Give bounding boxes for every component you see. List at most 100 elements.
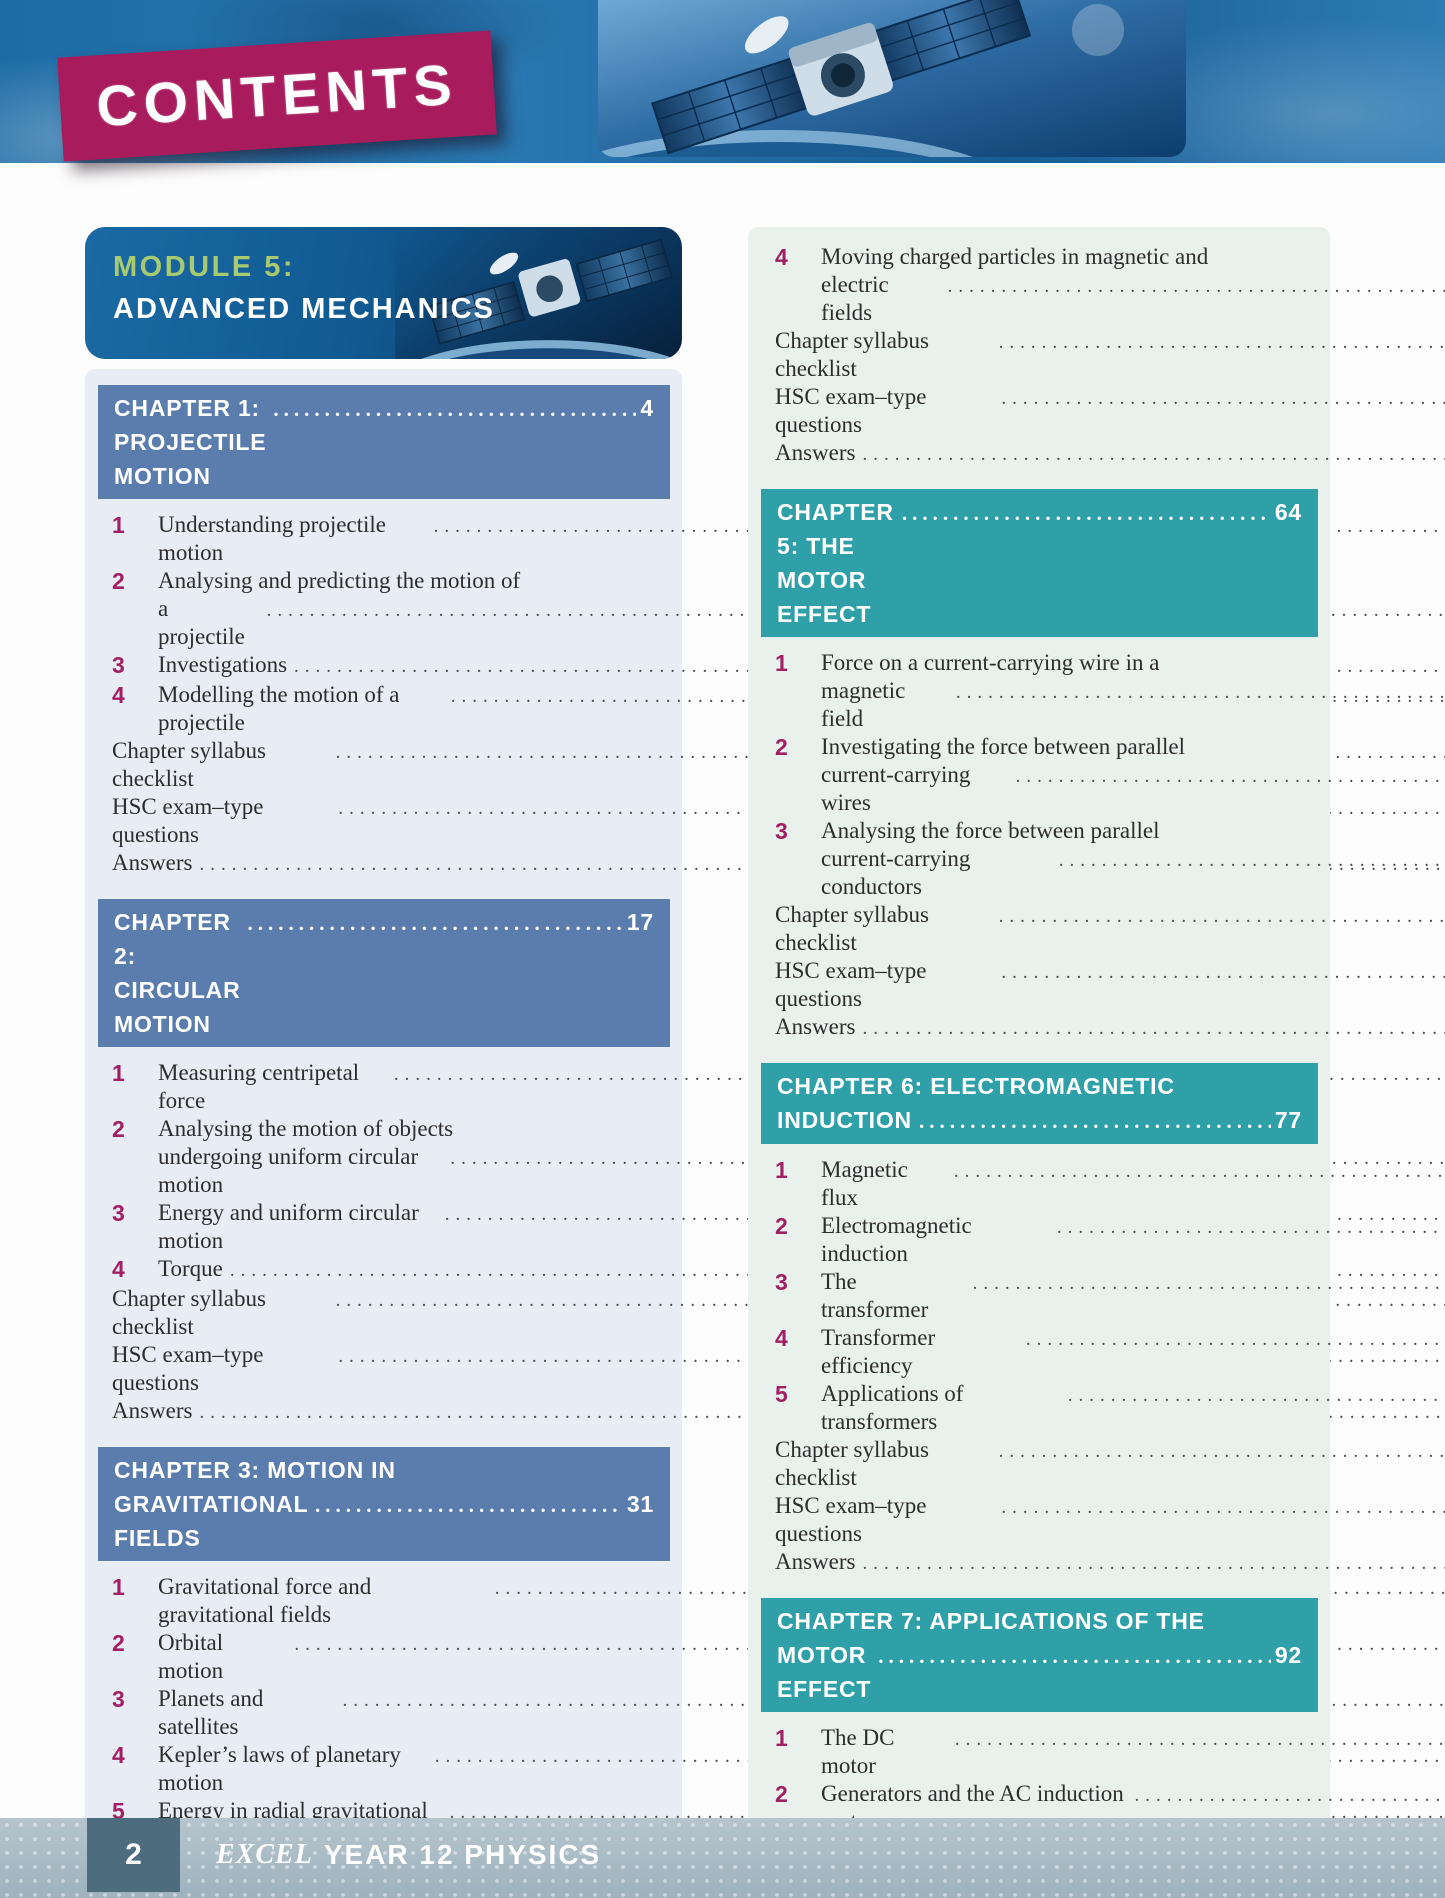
- chapter-page-number: 31: [626, 1491, 654, 1517]
- toc-item-label: Investigating the force between parallel: [821, 734, 1186, 759]
- toc-item-label: Force on a current-carrying wire in a: [821, 650, 1160, 675]
- toc-item-text: Answers62: [775, 439, 1445, 469]
- toc-item-label: Gravitational force and gravitational fi…: [158, 1574, 372, 1627]
- dot-leader: [956, 679, 1445, 707]
- toc-item-label: electric fields: [821, 272, 889, 325]
- dot-leader: [902, 496, 1271, 530]
- toc-item-label: The DC motor: [821, 1725, 895, 1778]
- chapter-title: CHAPTER 6: ELECTROMAGNETIC: [777, 1073, 1175, 1099]
- dot-leader: [1057, 1214, 1445, 1242]
- toc-item-label: Answers: [775, 440, 856, 465]
- toc-item-text: Measuring centripetal force17: [158, 1059, 1445, 1115]
- toc-item-text: Chapter syllabus checklist26: [112, 1285, 1445, 1341]
- toc-item-line: Energy and uniform circular motion24: [158, 1199, 1445, 1255]
- toc-item: 4 Moving charged particles in magnetic an…: [775, 243, 1310, 327]
- toc-item-line: Magnetic flux77: [821, 1156, 1445, 1212]
- toc-item: Answers15: [112, 849, 662, 879]
- toc-item-label: Measuring centripetal force: [158, 1060, 360, 1113]
- toc-item-text: Analysing and predicting the motion of a …: [158, 567, 1445, 651]
- dot-leader: [863, 441, 1445, 469]
- toc-item-text: Answers15: [112, 849, 1445, 879]
- toc-item-text: Torque24: [158, 1255, 1445, 1285]
- chapter-block: 4 Moving charged particles in magnetic an…: [775, 243, 1310, 469]
- toc-item-label: Transformer efficiency: [821, 1325, 936, 1378]
- toc-item-text: Magnetic flux77: [821, 1156, 1445, 1212]
- toc-item-number: 1: [112, 1060, 125, 1086]
- toc-item-number: 2: [775, 1781, 788, 1807]
- toc-item-line: current-carrying wires67: [821, 761, 1445, 817]
- dot-leader: [248, 906, 623, 940]
- dot-leader: [878, 1639, 1271, 1673]
- dot-leader: [1001, 1494, 1445, 1522]
- dot-leader: [863, 1550, 1445, 1578]
- chapter-title: GRAVITATIONAL FIELDS: [114, 1491, 308, 1551]
- chapter-title-line: MOTOR EFFECT 92: [777, 1638, 1302, 1706]
- chapter-title: INDUCTION: [777, 1107, 912, 1133]
- toc-item-line: Answers15: [112, 849, 1445, 879]
- toc-item-text: The DC motor92: [821, 1724, 1445, 1780]
- toc-item-label: magnetic field: [821, 678, 906, 731]
- toc-item-line: Applications of transformers86: [821, 1380, 1445, 1436]
- dot-leader: [1001, 385, 1445, 413]
- toc-item-line: Investigations9: [158, 651, 1445, 681]
- toc-item-label: Torque: [158, 1256, 223, 1281]
- toc-item: Answers75: [775, 1013, 1310, 1043]
- toc-item-text: Answers29: [112, 1397, 1445, 1427]
- toc-item-line: Analysing the force between parallel: [821, 817, 1445, 845]
- toc-item-text: Applications of transformers86: [821, 1380, 1445, 1436]
- toc-item-label: Answers: [112, 850, 193, 875]
- toc-item: Answers62: [775, 439, 1310, 469]
- toc-item-text: Answers90: [775, 1548, 1445, 1578]
- toc-item-label: Kepler’s laws of planetary motion: [158, 1742, 401, 1795]
- toc-item-line: Answers62: [775, 439, 1445, 469]
- dot-leader: [315, 1488, 623, 1522]
- dot-leader: [1001, 959, 1445, 987]
- toc-item: 3 Analysing the force between parallel cur…: [775, 817, 1310, 901]
- toc-item-number: 3: [112, 1686, 125, 1712]
- toc-item-label: Answers: [775, 1014, 856, 1039]
- dot-leader: [1016, 763, 1445, 791]
- chapter-title: CHAPTER 1: PROJECTILE MOTION: [114, 395, 267, 489]
- brand-title: YEAR 12 PHYSICS: [323, 1839, 602, 1870]
- toc-item-label: HSC exam–type questions: [112, 794, 264, 847]
- chapter-block: CHAPTER 1: PROJECTILE MOTION 4 1 Understand…: [98, 385, 670, 879]
- toc-item-line: Chapter syllabus checklist26: [112, 1285, 1445, 1341]
- chapter-title-line: CHAPTER 5: THE MOTOR EFFECT 64: [777, 495, 1302, 631]
- toc-item-line: Investigating the force between parallel: [821, 733, 1445, 761]
- toc-item-label: HSC exam–type questions: [775, 1493, 927, 1546]
- toc-item-line: Torque24: [158, 1255, 1445, 1285]
- satellite-art-icon: [395, 227, 682, 359]
- toc-item-line: Modelling the motion of a projectile11: [158, 681, 1445, 737]
- toc-item-line: Answers29: [112, 1397, 1445, 1427]
- chapter-title: CHAPTER 7: APPLICATIONS OF THE: [777, 1608, 1205, 1634]
- toc-list: 1 Understanding projectile motion 4 2 Analys…: [112, 511, 662, 879]
- toc-item-line: Planets and satellites34: [158, 1685, 1445, 1741]
- module-name: ADVANCED MECHANICS: [113, 293, 495, 325]
- toc-item-text: Chapter syllabus checklist72: [775, 901, 1445, 957]
- dot-leader: [863, 1015, 1445, 1043]
- toc-item-number: 1: [112, 512, 125, 538]
- toc-item-label: Analysing and predicting the motion of: [158, 568, 521, 593]
- chapter-title-line: INDUCTION 77: [777, 1103, 1302, 1138]
- toc-item: 2 Investigating the force between paralle…: [775, 733, 1310, 817]
- chapter-header: CHAPTER 3: MOTION IN GRAVITATIONAL FIELDS…: [98, 1447, 670, 1561]
- dot-leader: [999, 1438, 1445, 1466]
- toc-item-text: HSC exam–type questions60: [775, 383, 1445, 439]
- toc-item-number: 2: [775, 734, 788, 760]
- toc-item: 2 Analysing and predicting the motion of a…: [112, 567, 662, 651]
- toc-item-label: Investigations: [158, 652, 288, 677]
- chapter-header: CHAPTER 1: PROJECTILE MOTION 4: [98, 385, 670, 499]
- toc-item-label: Answers: [775, 1549, 856, 1574]
- toc-item-text: Gravitational force and gravitational fi…: [158, 1573, 1445, 1629]
- toc-item-label: Modelling the motion of a projectile: [158, 682, 400, 735]
- toc-item-number: 3: [775, 1269, 788, 1295]
- toc-item-text: Chapter syllabus checklist59: [775, 327, 1445, 383]
